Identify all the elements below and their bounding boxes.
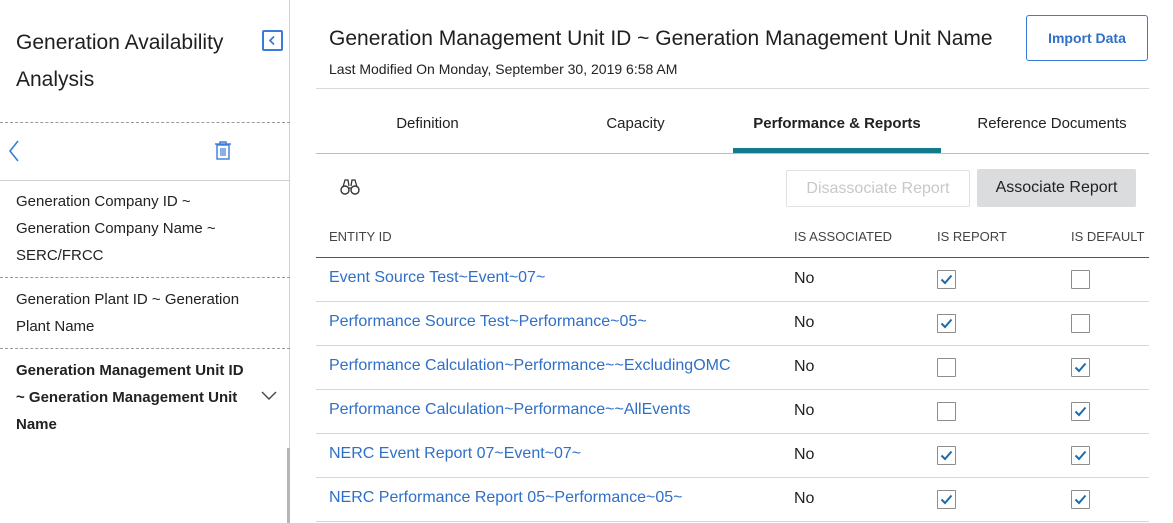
- column-header-is-associated[interactable]: IS ASSOCIATED: [794, 229, 893, 244]
- checkmark-icon: [940, 318, 953, 329]
- entity-id-link[interactable]: Event Source Test~Event~07~: [329, 269, 546, 286]
- entity-id-link[interactable]: NERC Event Report 07~Event~07~: [329, 445, 582, 462]
- table-row[interactable]: Event Source Test~Event~07~ No: [316, 258, 1149, 302]
- sidebar-item-generation-management-unit[interactable]: Generation Management Unit ID ~ Generati…: [0, 349, 290, 446]
- tab-definition[interactable]: Definition: [396, 115, 459, 132]
- tab-reference-documents[interactable]: Reference Documents: [977, 115, 1127, 132]
- sidebar-item-generation-plant[interactable]: Generation Plant ID ~ Generation Plant N…: [0, 278, 290, 349]
- chevron-left-icon[interactable]: [6, 138, 22, 164]
- binoculars-icon[interactable]: [340, 178, 360, 196]
- entity-id-link[interactable]: Performance Source Test~Performance~05~: [329, 313, 647, 330]
- table-row[interactable]: NERC Event Report 07~Event~07~ No: [316, 434, 1149, 478]
- last-modified-text: Last Modified On Monday, September 30, 2…: [329, 61, 678, 77]
- is-default-checkbox[interactable]: [1071, 402, 1090, 421]
- is-report-checkbox[interactable]: [937, 402, 956, 421]
- sidebar-scrollbar[interactable]: [287, 448, 290, 523]
- grid-header: ENTITY ID IS ASSOCIATED IS REPORT IS DEF…: [316, 220, 1149, 258]
- checkmark-icon: [1074, 450, 1087, 461]
- is-report-checkbox[interactable]: [937, 314, 956, 333]
- associate-report-button[interactable]: Associate Report: [977, 169, 1136, 207]
- checkmark-icon: [1074, 362, 1087, 373]
- chevron-down-icon[interactable]: [260, 389, 278, 401]
- checkmark-icon: [940, 274, 953, 285]
- is-report-checkbox[interactable]: [937, 270, 956, 289]
- column-header-is-default[interactable]: IS DEFAULT: [1071, 229, 1145, 244]
- table-row[interactable]: Performance Source Test~Performance~05~ N…: [316, 302, 1149, 346]
- tab-bar: Definition Capacity Performance & Report…: [316, 104, 1149, 154]
- sidebar-item-label: Generation Management Unit ID ~ Generati…: [16, 362, 244, 433]
- checkmark-icon: [1074, 406, 1087, 417]
- import-data-button[interactable]: Import Data: [1026, 15, 1148, 61]
- sidebar-title: Generation Availability Analysis: [16, 31, 224, 91]
- table-row[interactable]: Performance Calculation~Performance~~Exc…: [316, 346, 1149, 390]
- sidebar: Generation Availability Analysis Generat…: [0, 0, 290, 523]
- trash-icon[interactable]: [212, 139, 234, 161]
- is-associated-value: No: [794, 446, 815, 463]
- checkmark-icon: [1074, 494, 1087, 505]
- is-default-checkbox[interactable]: [1071, 270, 1090, 289]
- is-associated-value: No: [794, 358, 815, 375]
- table-row[interactable]: Performance Calculation~Performance~~All…: [316, 390, 1149, 434]
- checkmark-icon: [940, 450, 953, 461]
- is-default-checkbox[interactable]: [1071, 358, 1090, 377]
- checkmark-icon: [940, 494, 953, 505]
- entity-id-link[interactable]: Performance Calculation~Performance~~Exc…: [329, 357, 731, 374]
- is-default-checkbox[interactable]: [1071, 446, 1090, 465]
- divider: [0, 180, 290, 181]
- sidebar-item-generation-company[interactable]: Generation Company ID ~ Generation Compa…: [0, 180, 290, 278]
- is-report-checkbox[interactable]: [937, 490, 956, 509]
- report-grid: ENTITY ID IS ASSOCIATED IS REPORT IS DEF…: [316, 220, 1149, 522]
- sidebar-item-label: Generation Company ID ~ Generation Compa…: [16, 193, 216, 264]
- table-row[interactable]: NERC Performance Report 05~Performance~0…: [316, 478, 1149, 522]
- is-default-checkbox[interactable]: [1071, 314, 1090, 333]
- is-associated-value: No: [794, 270, 815, 287]
- divider: [0, 122, 290, 123]
- is-report-checkbox[interactable]: [937, 446, 956, 465]
- column-header-is-report[interactable]: IS REPORT: [937, 229, 1007, 244]
- grid-body: Event Source Test~Event~07~ No Performance…: [316, 258, 1149, 522]
- header-divider: [316, 88, 1149, 89]
- is-report-checkbox[interactable]: [937, 358, 956, 377]
- is-associated-value: No: [794, 490, 815, 507]
- is-associated-value: No: [794, 314, 815, 331]
- tab-capacity[interactable]: Capacity: [606, 115, 665, 132]
- collapse-sidebar-icon[interactable]: [262, 30, 283, 51]
- disassociate-report-button[interactable]: Disassociate Report: [786, 170, 970, 207]
- is-default-checkbox[interactable]: [1071, 490, 1090, 509]
- entity-id-link[interactable]: Performance Calculation~Performance~~All…: [329, 401, 691, 418]
- sidebar-list: Generation Company ID ~ Generation Compa…: [0, 180, 290, 446]
- entity-id-link[interactable]: NERC Performance Report 05~Performance~0…: [329, 489, 683, 506]
- column-header-entity-id[interactable]: ENTITY ID: [329, 229, 392, 244]
- page-title: Generation Management Unit ID ~ Generati…: [329, 27, 993, 50]
- is-associated-value: No: [794, 402, 815, 419]
- sidebar-item-label: Generation Plant ID ~ Generation Plant N…: [16, 291, 240, 335]
- tab-performance-reports[interactable]: Performance & Reports: [733, 104, 941, 153]
